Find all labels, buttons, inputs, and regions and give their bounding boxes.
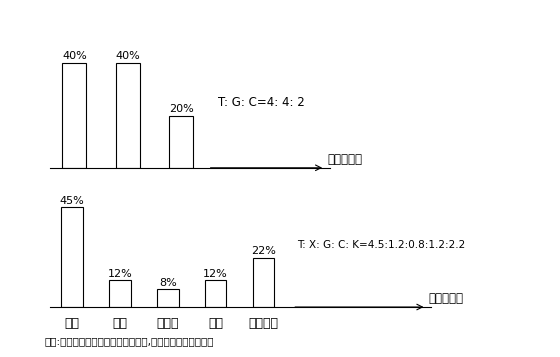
Bar (61, 207, 83, 307)
Text: 20%: 20% (169, 104, 193, 114)
Text: T: X: G: C: K=4.5:1.2:0.8:1.2:2.2: T: X: G: C: K=4.5:1.2:0.8:1.2:2.2 (297, 240, 465, 250)
Text: 45%: 45% (59, 196, 85, 206)
Bar (116, 64, 140, 168)
Bar (205, 281, 226, 307)
Bar (253, 258, 274, 307)
Bar (169, 116, 193, 168)
Text: 12%: 12% (108, 269, 132, 279)
Text: 40%: 40% (115, 51, 140, 61)
Bar (157, 289, 179, 307)
Text: （住宅楼）: （住宅楼） (328, 154, 363, 166)
Text: 12%: 12% (203, 269, 228, 279)
Text: （注:实际分布比例应根据工程量计算,以上仅为举例形式。）: （注:实际分布比例应根据工程量计算,以上仅为举例形式。） (45, 336, 214, 346)
Text: 22%: 22% (251, 246, 276, 256)
Bar (62, 64, 86, 168)
Text: 8%: 8% (159, 277, 176, 287)
Text: （综合楼）: （综合楼） (429, 292, 464, 305)
Text: 40%: 40% (62, 51, 87, 61)
Bar (109, 281, 130, 307)
Text: T: G: C=4: 4: 2: T: G: C=4: 4: 2 (218, 96, 305, 109)
